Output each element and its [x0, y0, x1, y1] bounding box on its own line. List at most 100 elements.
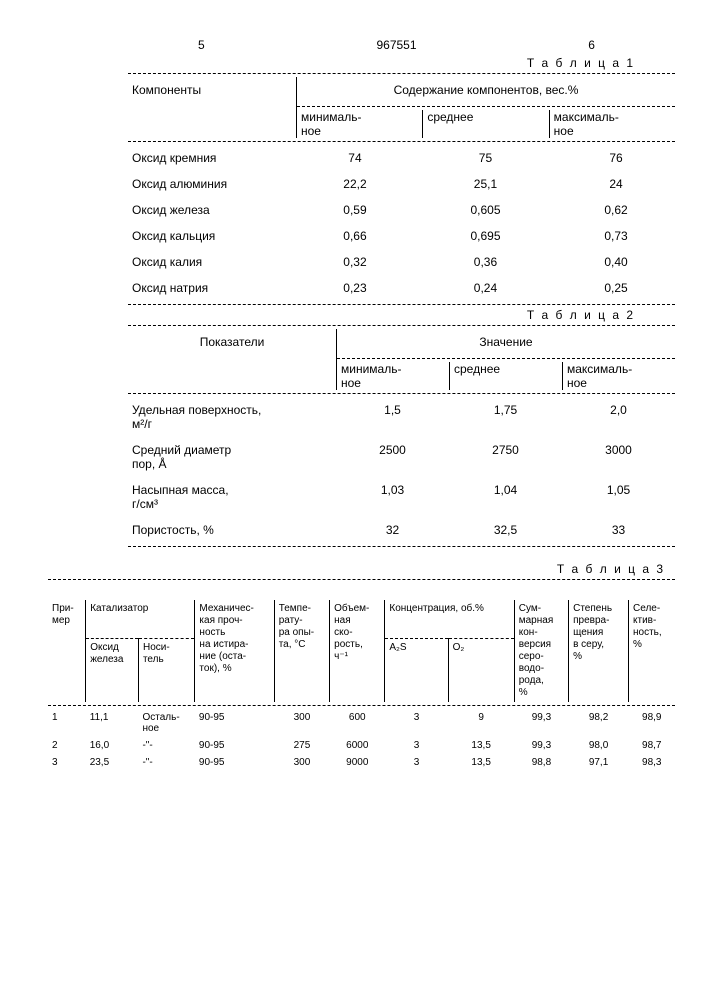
- table-row: Оксид алюминия 22,2 25,1 24: [128, 171, 675, 197]
- table-row: Оксид натрия 0,23 0,24 0,25: [128, 275, 675, 301]
- t1-max: 0,40: [557, 249, 675, 275]
- table-row: 2 16,0 -"- 90-95 275 6000 3 13,5 99,3 98…: [48, 737, 675, 754]
- t3-sel: 98,3: [629, 754, 675, 771]
- t3-h-vol: Объем- ная ско- рость, ч⁻¹: [330, 600, 385, 702]
- t3-h-mech: Механичес- кая проч- ность на истира- ни…: [195, 600, 274, 702]
- t3-feox: 23,5: [86, 754, 139, 771]
- t1-min: 22,2: [296, 171, 414, 197]
- t1-avg: 0,24: [414, 275, 557, 301]
- t3-vol: 9000: [330, 754, 385, 771]
- t2-label: Средний диаметр пор, Å: [128, 437, 336, 477]
- t2-max: 3000: [562, 437, 675, 477]
- t3-n: 2: [48, 737, 86, 754]
- t1-sub-avg: среднее: [423, 110, 549, 138]
- t3-conv: 99,3: [514, 709, 568, 737]
- t1-max: 0,62: [557, 197, 675, 223]
- t3-vol: 600: [330, 709, 385, 737]
- t3-feox: 11,1: [86, 709, 139, 737]
- t3-h-conv: Сум- марная кон- версия серо- водо- рода…: [514, 600, 568, 702]
- t1-label: Оксид кальция: [128, 223, 296, 249]
- t2-label: Пористость, %: [128, 517, 336, 543]
- t3-n: 3: [48, 754, 86, 771]
- t3-mech: 90-95: [195, 754, 274, 771]
- t1-min: 0,23: [296, 275, 414, 301]
- t2-label: Насыпная масса, г/см³: [128, 477, 336, 517]
- t2-min: 1,03: [336, 477, 449, 517]
- t3-h-carrier: Носи- тель: [138, 639, 194, 703]
- table3: При- мер Катализатор Механичес- кая проч…: [48, 600, 675, 771]
- table3-caption: Т а б л и ц а 3: [48, 562, 665, 576]
- t3-deg: 97,1: [569, 754, 629, 771]
- table2-header: Показатели Значение минималь- ное средне…: [128, 329, 675, 390]
- table-row: Оксид кремния 74 75 76: [128, 145, 675, 171]
- t1-label: Оксид кремния: [128, 145, 296, 171]
- page-num-right: 6: [588, 38, 595, 52]
- t3-sel: 98,7: [629, 737, 675, 754]
- t1-max: 24: [557, 171, 675, 197]
- t1-label: Оксид натрия: [128, 275, 296, 301]
- t3-h-sel: Селе- ктив- ность, %: [629, 600, 675, 702]
- t3-h-feox: Оксид железа: [86, 639, 139, 703]
- t3-sel: 98,9: [629, 709, 675, 737]
- t3-mech: 90-95: [195, 737, 274, 754]
- t2-sub-avg: среднее: [450, 362, 563, 390]
- t1-sub-min: минималь- ное: [297, 110, 423, 138]
- t3-h-temp: Темпе- рату- ра опы- та, °С: [274, 600, 329, 702]
- table1-header: Компоненты Содержание компонентов, вес.%…: [128, 77, 675, 138]
- t1-max: 0,73: [557, 223, 675, 249]
- t1-max: 76: [557, 145, 675, 171]
- t2-avg: 1,75: [449, 397, 562, 437]
- page-header: 5 967551 6: [48, 38, 675, 52]
- table-row: 3 23,5 -"- 90-95 300 9000 3 13,5 98,8 97…: [48, 754, 675, 771]
- t1-label: Оксид калия: [128, 249, 296, 275]
- t2-label: Удельная поверхность, м²/г: [128, 397, 336, 437]
- t3-feox: 16,0: [86, 737, 139, 754]
- t2-sub-max: максималь- ное: [563, 362, 675, 390]
- t1-hdr-right: Содержание компонентов, вес.%: [297, 77, 676, 103]
- t2-avg: 32,5: [449, 517, 562, 543]
- table-row: Насыпная масса, г/см³ 1,03 1,04 1,05: [128, 477, 675, 517]
- page-num-left: 5: [198, 38, 205, 52]
- t3-a2s: 3: [385, 737, 448, 754]
- t3-carrier: -"-: [138, 737, 194, 754]
- t2-sub-min: минималь- ное: [337, 362, 450, 390]
- t3-n: 1: [48, 709, 86, 737]
- t1-max: 0,25: [557, 275, 675, 301]
- table-row: Средний диаметр пор, Å 2500 2750 3000: [128, 437, 675, 477]
- t3-h-conc: Концентрация, об.%: [385, 600, 514, 639]
- t2-min: 1,5: [336, 397, 449, 437]
- t2-min: 2500: [336, 437, 449, 477]
- t3-carrier: Осталь- ное: [138, 709, 194, 737]
- t1-sub-max: максималь- ное: [550, 110, 675, 138]
- t3-h-deg: Степень превра- щения в серу, %: [569, 600, 629, 702]
- table-row: Пористость, % 32 32,5 33: [128, 517, 675, 543]
- t3-o2: 13,5: [448, 754, 514, 771]
- t1-hdr-left: Компоненты: [128, 77, 297, 103]
- table-row: Оксид кальция 0,66 0,695 0,73: [128, 223, 675, 249]
- t1-min: 0,32: [296, 249, 414, 275]
- t2-hdr-right: Значение: [337, 329, 676, 355]
- t2-max: 1,05: [562, 477, 675, 517]
- t1-min: 74: [296, 145, 414, 171]
- t3-a2s: 3: [385, 754, 448, 771]
- t3-temp: 275: [274, 737, 329, 754]
- t3-carrier: -"-: [138, 754, 194, 771]
- t3-temp: 300: [274, 709, 329, 737]
- table-row: 1 11,1 Осталь- ное 90-95 300 600 3 9 99,…: [48, 709, 675, 737]
- t1-min: 0,59: [296, 197, 414, 223]
- t3-o2: 13,5: [448, 737, 514, 754]
- table-row: Оксид калия 0,32 0,36 0,40: [128, 249, 675, 275]
- doc-number: 967551: [376, 38, 416, 52]
- t3-mech: 90-95: [195, 709, 274, 737]
- t1-avg: 75: [414, 145, 557, 171]
- t1-label: Оксид железа: [128, 197, 296, 223]
- t2-min: 32: [336, 517, 449, 543]
- t3-conv: 98,8: [514, 754, 568, 771]
- t1-min: 0,66: [296, 223, 414, 249]
- table1-caption: Т а б л и ц а 1: [48, 56, 635, 70]
- t1-avg: 0,695: [414, 223, 557, 249]
- t3-conv: 99,3: [514, 737, 568, 754]
- t1-avg: 0,605: [414, 197, 557, 223]
- t3-temp: 300: [274, 754, 329, 771]
- t1-label: Оксид алюминия: [128, 171, 296, 197]
